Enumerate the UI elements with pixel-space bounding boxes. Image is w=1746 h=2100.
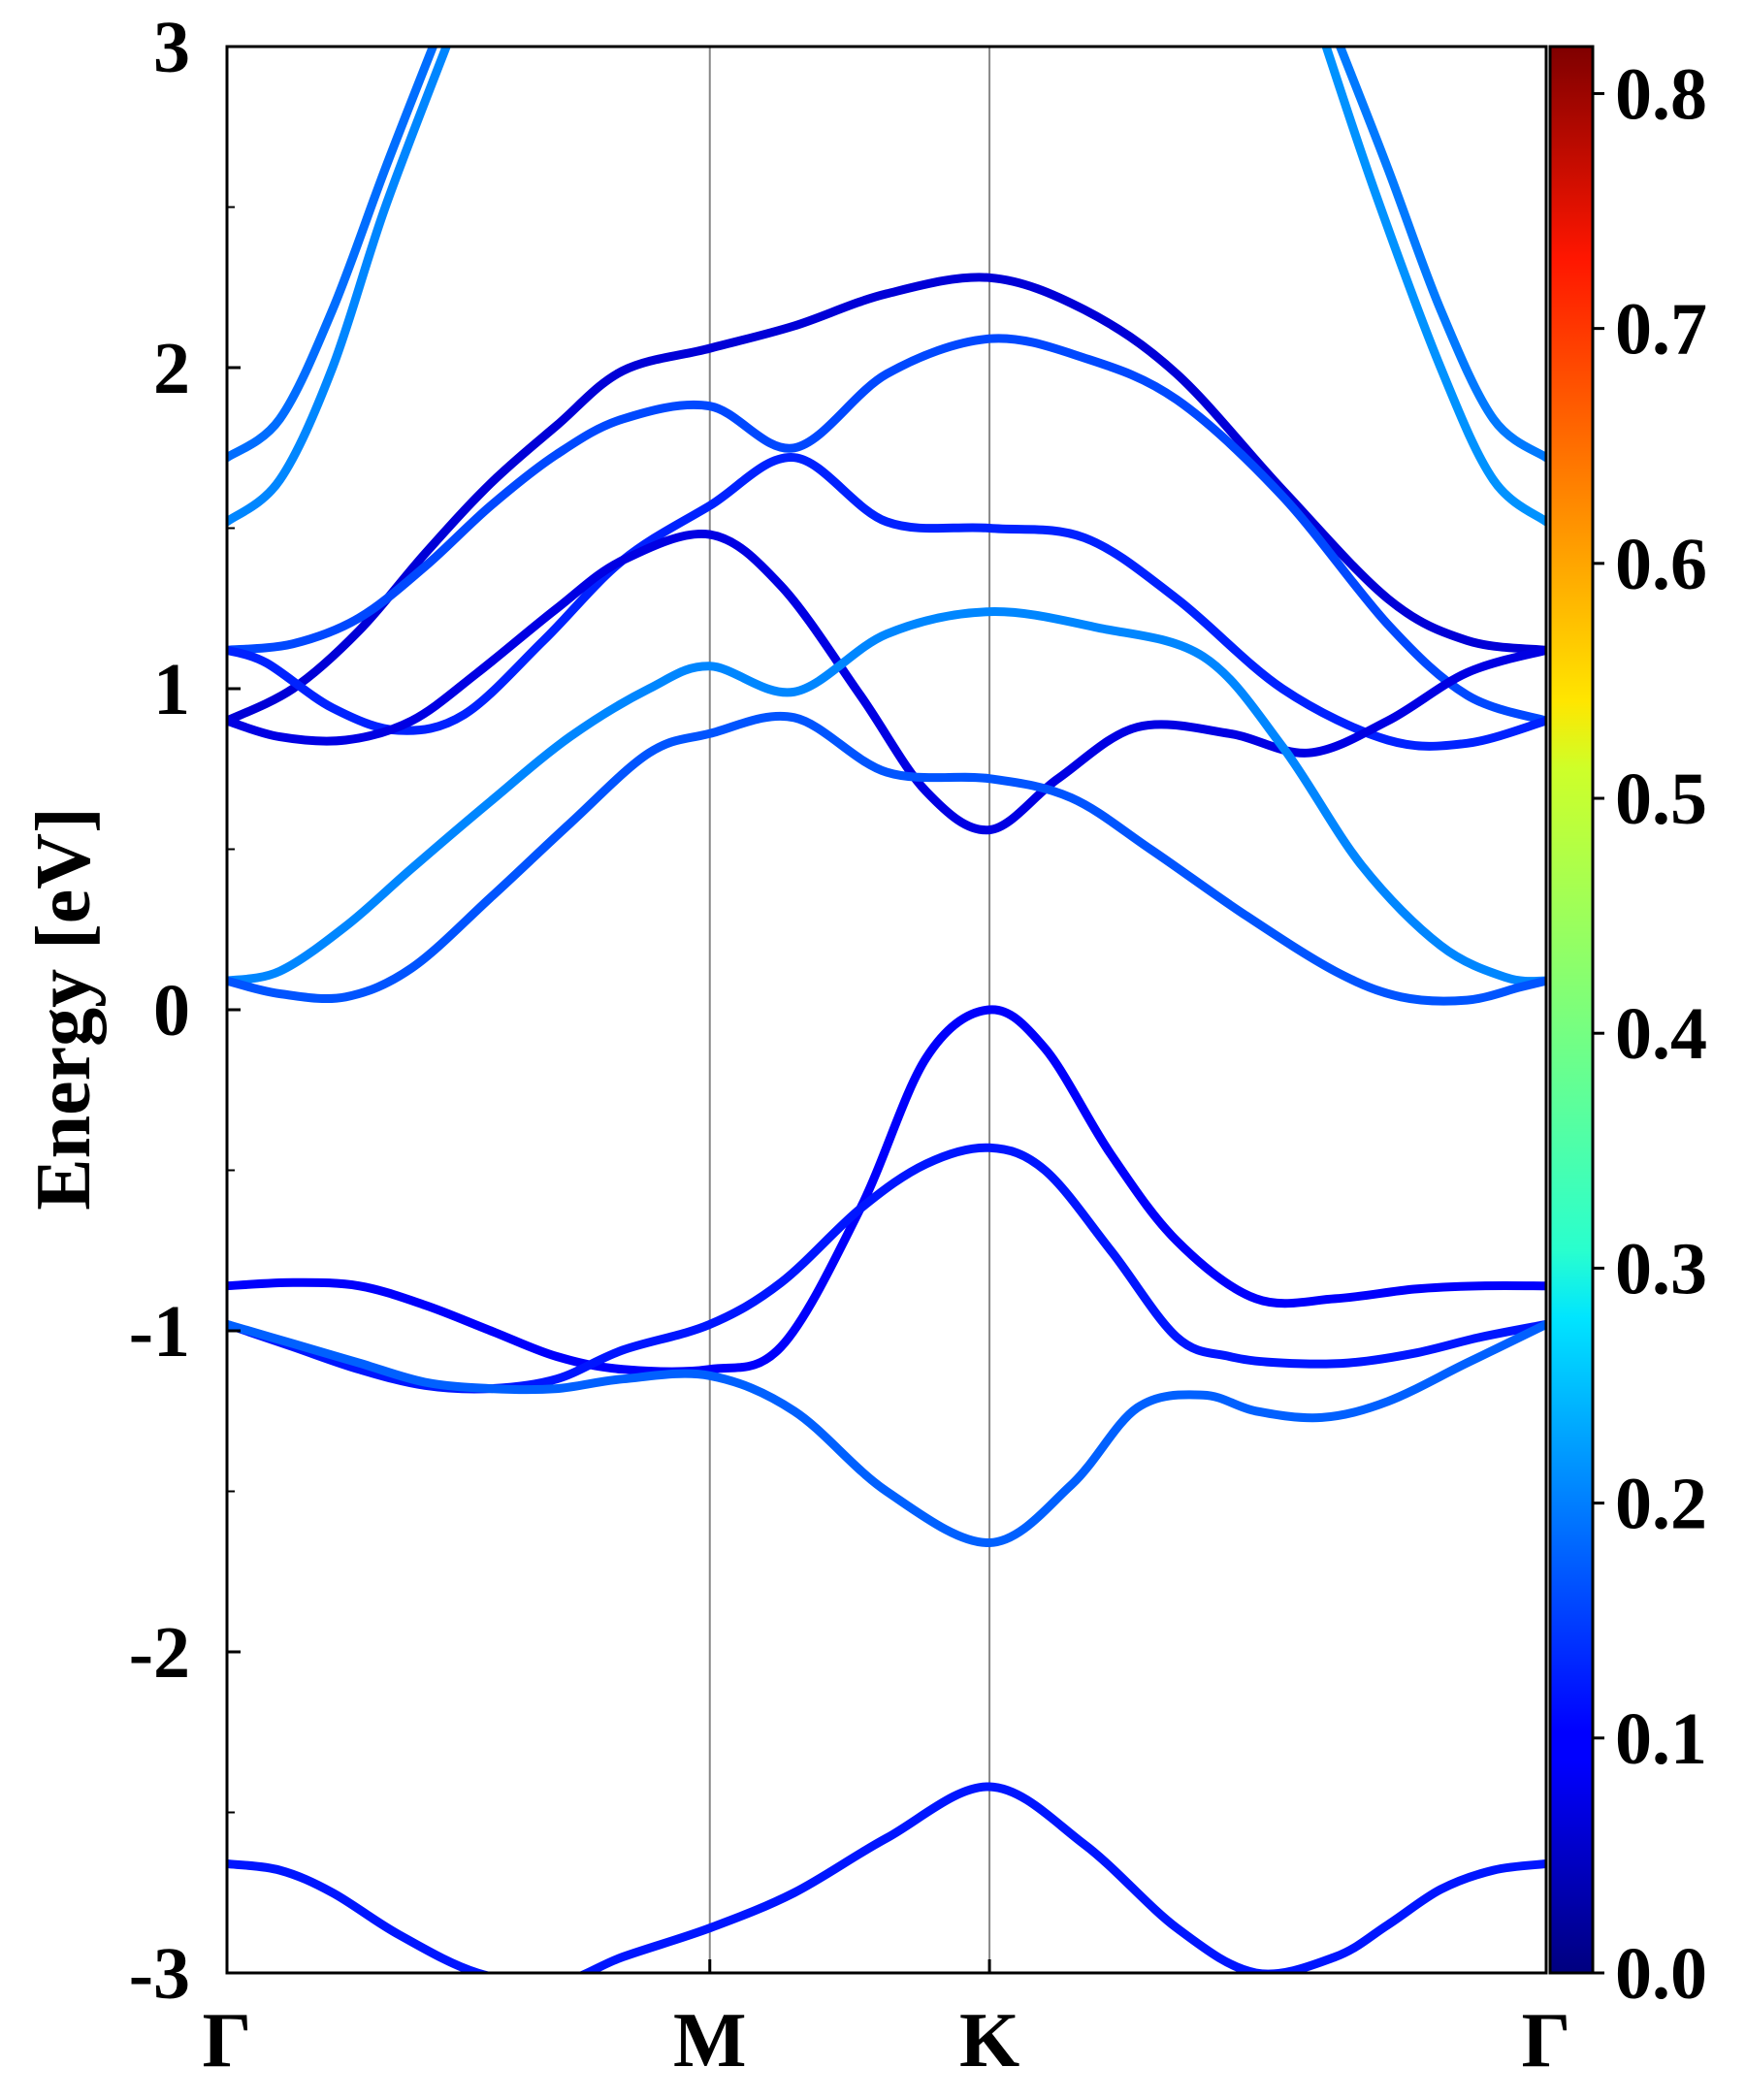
y-tick-label: 1 [153,649,190,730]
colorbar-tick-label: 0.8 [1615,53,1707,135]
plot-frame [225,45,1548,1975]
band-line [227,334,1546,726]
band-line [227,1782,1546,1973]
y-tick-label: -2 [129,1612,190,1694]
k-point-label: Γ [203,1998,252,2084]
colorbar [1548,45,1595,1975]
band-line [227,529,1546,835]
y-tick-label: 0 [153,970,190,1051]
y-axis-label: Energy [eV] [21,807,107,1210]
colorbar-tick-label: 0.7 [1615,289,1707,371]
colorbar-tick-label: 0.5 [1615,759,1707,840]
colorbar-tick-label: 0.4 [1615,993,1707,1075]
colorbar-tick-label: 0.0 [1615,1933,1707,2015]
band-line [1321,47,1546,527]
band-line [227,47,438,463]
band-line [227,1005,1546,1376]
k-point-label: K [959,1998,1019,2084]
band-line [227,711,1546,1006]
band-line [227,273,1546,726]
band-line [227,1319,1546,1548]
band-line [227,1143,1546,1394]
band-line [1335,47,1546,463]
y-tick-label: 2 [153,328,190,409]
k-point-label: M [673,1998,747,2084]
band-line [227,47,451,527]
colorbar-tick-label: 0.2 [1615,1464,1707,1545]
y-tick-label: -1 [129,1291,190,1373]
y-tick-label: -3 [129,1933,190,2015]
y-tick-label: 3 [153,7,190,88]
colorbar-tick-label: 0.3 [1615,1228,1707,1309]
colorbar-tick-label: 0.6 [1615,524,1707,605]
k-point-label: Γ [1522,1998,1571,2084]
colorbar-tick-label: 0.1 [1615,1698,1707,1780]
band-line [227,607,1546,986]
band-line [227,453,1546,751]
